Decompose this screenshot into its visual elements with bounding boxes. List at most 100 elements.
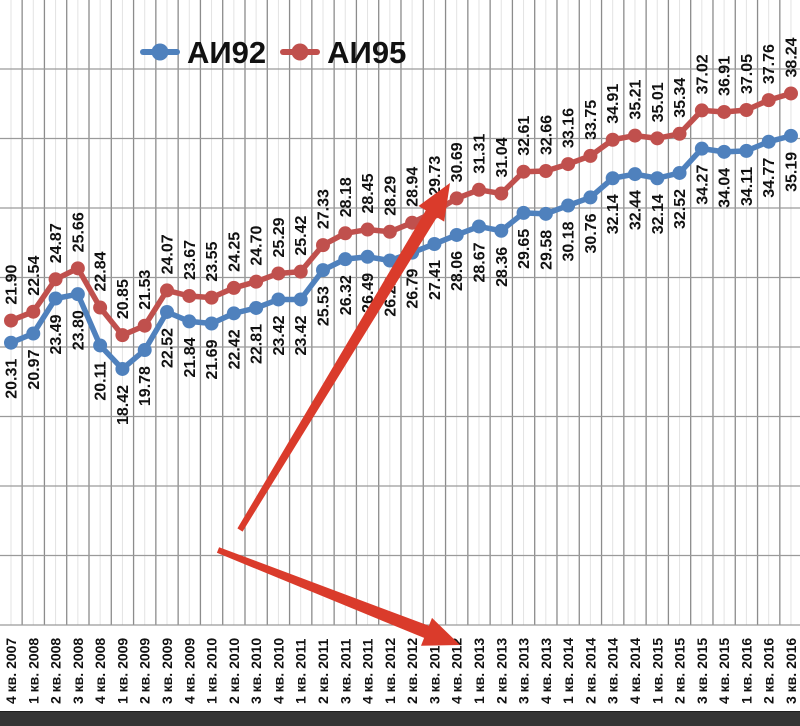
data-label: 37.76	[761, 44, 778, 84]
data-point-marker[interactable]	[271, 292, 285, 306]
data-point-marker[interactable]	[606, 171, 620, 185]
data-point-marker[interactable]	[316, 238, 330, 252]
data-point-marker[interactable]	[717, 105, 731, 119]
data-point-marker[interactable]	[138, 319, 152, 333]
data-point-marker[interactable]	[673, 127, 687, 141]
data-point-marker[interactable]	[227, 306, 241, 320]
x-axis-label: 1 кв. 2009	[114, 638, 130, 704]
data-point-marker[interactable]	[517, 206, 531, 220]
x-axis-label: 4 кв. 2009	[181, 638, 197, 704]
data-label: 34.11	[739, 167, 756, 206]
x-axis-label: 3 кв. 2015	[694, 638, 710, 704]
data-point-marker[interactable]	[739, 144, 753, 158]
x-axis-label: 2 кв. 2013	[493, 638, 509, 704]
data-point-marker[interactable]	[784, 86, 798, 100]
data-point-marker[interactable]	[784, 129, 798, 143]
data-point-marker[interactable]	[628, 167, 642, 181]
data-label: 36.91	[717, 56, 734, 96]
data-point-marker[interactable]	[227, 281, 241, 295]
data-point-marker[interactable]	[517, 165, 531, 179]
data-point-marker[interactable]	[361, 250, 375, 264]
data-point-marker[interactable]	[294, 292, 308, 306]
data-label: 32.52	[672, 189, 689, 229]
data-label: 24.07	[159, 234, 176, 274]
data-point-marker[interactable]	[494, 224, 508, 238]
data-label: 21.53	[137, 270, 154, 310]
data-point-marker[interactable]	[472, 219, 486, 233]
data-point-marker[interactable]	[561, 157, 575, 171]
x-axis-label: 1 кв. 2015	[649, 638, 665, 704]
data-label: 35.34	[672, 78, 689, 118]
data-label: 37.05	[739, 54, 756, 94]
data-point-marker[interactable]	[49, 272, 63, 286]
data-label: 28.29	[382, 176, 399, 216]
data-label: 24.70	[249, 226, 266, 266]
data-point-marker[interactable]	[695, 103, 709, 117]
data-point-marker[interactable]	[205, 317, 219, 331]
data-point-marker[interactable]	[583, 190, 597, 204]
legend-item-ai95[interactable]: АИ95	[280, 37, 406, 68]
data-point-marker[interactable]	[561, 198, 575, 212]
data-point-marker[interactable]	[762, 135, 776, 149]
data-point-marker[interactable]	[606, 133, 620, 147]
data-point-marker[interactable]	[762, 93, 776, 107]
data-point-marker[interactable]	[494, 187, 508, 201]
data-label: 28.18	[338, 177, 355, 217]
data-point-marker[interactable]	[271, 266, 285, 280]
legend-item-ai92[interactable]: АИ92	[140, 37, 266, 68]
data-point-marker[interactable]	[160, 305, 174, 319]
data-point-marker[interactable]	[628, 129, 642, 143]
data-point-marker[interactable]	[539, 164, 553, 178]
data-label: 32.44	[627, 190, 644, 230]
data-label: 29.65	[516, 229, 533, 269]
data-label: 18.42	[115, 385, 132, 425]
data-point-marker[interactable]	[71, 287, 85, 301]
data-point-marker[interactable]	[427, 237, 441, 251]
data-point-marker[interactable]	[450, 191, 464, 205]
data-label: 21.90	[4, 264, 21, 304]
data-point-marker[interactable]	[26, 327, 40, 341]
data-point-marker[interactable]	[205, 291, 219, 305]
data-point-marker[interactable]	[115, 328, 129, 342]
data-point-marker[interactable]	[294, 265, 308, 279]
data-point-marker[interactable]	[539, 207, 553, 221]
data-point-marker[interactable]	[49, 291, 63, 305]
data-point-marker[interactable]	[71, 261, 85, 275]
data-point-marker[interactable]	[316, 263, 330, 277]
bottom-edge-bar	[0, 711, 800, 726]
data-point-marker[interactable]	[93, 301, 107, 315]
data-point-marker[interactable]	[361, 223, 375, 237]
data-point-marker[interactable]	[4, 336, 18, 350]
data-point-marker[interactable]	[93, 338, 107, 352]
data-point-marker[interactable]	[182, 314, 196, 328]
data-point-marker[interactable]	[249, 275, 263, 289]
data-point-marker[interactable]	[583, 149, 597, 163]
data-point-marker[interactable]	[249, 301, 263, 315]
data-point-marker[interactable]	[695, 142, 709, 156]
x-axis-label: 3 кв. 2014	[605, 638, 621, 704]
data-point-marker[interactable]	[338, 226, 352, 240]
data-point-marker[interactable]	[182, 289, 196, 303]
data-label: 35.21	[627, 79, 644, 119]
data-point-marker[interactable]	[650, 171, 664, 185]
data-label: 22.81	[249, 324, 266, 364]
data-point-marker[interactable]	[673, 166, 687, 180]
data-point-marker[interactable]	[160, 283, 174, 297]
data-point-marker[interactable]	[383, 225, 397, 239]
data-point-marker[interactable]	[472, 183, 486, 197]
data-point-marker[interactable]	[115, 362, 129, 376]
data-label: 37.02	[694, 54, 711, 94]
data-label: 25.29	[271, 217, 288, 257]
data-label: 32.14	[650, 194, 667, 234]
data-point-marker[interactable]	[650, 131, 664, 145]
data-point-marker[interactable]	[4, 314, 18, 328]
data-point-marker[interactable]	[717, 145, 731, 159]
x-axis-label: 4 кв. 2010	[270, 638, 286, 704]
data-point-marker[interactable]	[138, 343, 152, 357]
data-label: 34.77	[761, 158, 778, 198]
data-point-marker[interactable]	[26, 305, 40, 319]
data-point-marker[interactable]	[450, 228, 464, 242]
data-point-marker[interactable]	[739, 103, 753, 117]
data-point-marker[interactable]	[338, 252, 352, 266]
